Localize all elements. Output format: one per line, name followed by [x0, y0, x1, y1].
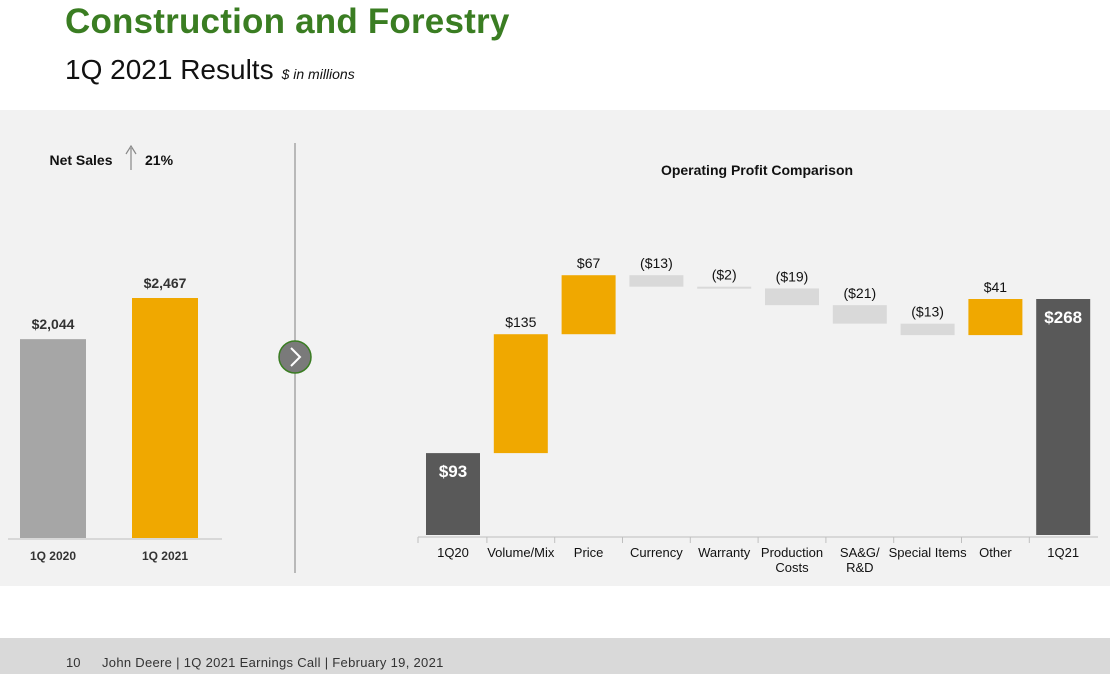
page-title: Construction and Forestry [65, 2, 510, 41]
waterfall-category-label: Warranty [698, 545, 751, 560]
chevron-right-icon[interactable] [278, 340, 312, 374]
footer: 10 John Deere | 1Q 2021 Earnings Call | … [0, 638, 1110, 674]
waterfall-bar [900, 323, 955, 336]
page-number: 10 [66, 655, 81, 670]
up-arrow-icon [125, 144, 137, 170]
waterfall-bar [561, 275, 616, 335]
net-sales-category-label: 1Q 2020 [30, 549, 76, 563]
net-sales-value-label: $2,044 [32, 316, 75, 332]
operating-profit-title: Operating Profit Comparison [661, 162, 853, 178]
waterfall-value-label: $93 [439, 462, 467, 481]
waterfall-value-label: ($13) [911, 304, 944, 320]
waterfall-bar [968, 299, 1023, 336]
net-sales-bar [132, 298, 198, 538]
waterfall-value-label: $135 [505, 314, 536, 330]
page-subtitle: 1Q 2021 Results $ in millions [65, 54, 355, 86]
waterfall-value-label: ($13) [640, 255, 673, 271]
waterfall-bar [697, 286, 752, 289]
waterfall-category-label: Production Costs [761, 545, 823, 575]
waterfall-bar [426, 453, 480, 535]
waterfall-bar [765, 288, 819, 306]
waterfall-value-label: ($21) [843, 285, 876, 301]
waterfall-value-label: ($19) [776, 268, 809, 284]
waterfall-category-label: Special Items [889, 545, 968, 560]
waterfall-category-label: Currency [630, 545, 683, 560]
footer-source: John Deere | 1Q 2021 Earnings Call | Feb… [102, 655, 444, 670]
waterfall-category-label: Volume/Mix [487, 545, 555, 560]
waterfall-category-label: SA&G/R&D [840, 545, 880, 575]
waterfall-category-label: Price [574, 545, 604, 560]
waterfall-value-label: $268 [1044, 308, 1082, 327]
net-sales-title: Net Sales [49, 152, 112, 168]
waterfall-category-label: 1Q21 [1047, 545, 1079, 560]
waterfall-bar [629, 275, 684, 287]
subtitle-text: 1Q 2021 Results [65, 54, 274, 85]
net-sales-category-label: 1Q 2021 [142, 549, 188, 563]
units-note: $ in millions [281, 66, 355, 82]
waterfall-category-label: 1Q20 [437, 545, 469, 560]
net-sales-chart: Net Sales 21% $2,044 1Q 2020 $2,467 1Q 2021 [8, 144, 222, 563]
waterfall-value-label: ($2) [712, 267, 737, 283]
net-sales-value-label: $2,467 [144, 275, 187, 291]
operating-profit-chart: Operating Profit Comparison $93 1Q20 $135 V… [417, 162, 1098, 575]
waterfall-value-label: $67 [577, 255, 601, 271]
waterfall-bar [493, 334, 548, 454]
waterfall-bar [1036, 299, 1091, 535]
net-sales-change: 21% [145, 152, 174, 168]
waterfall-category-label: Other [979, 545, 1012, 560]
waterfall-bar [832, 305, 887, 324]
net-sales-bar [20, 339, 86, 538]
waterfall-value-label: $41 [984, 279, 1008, 295]
